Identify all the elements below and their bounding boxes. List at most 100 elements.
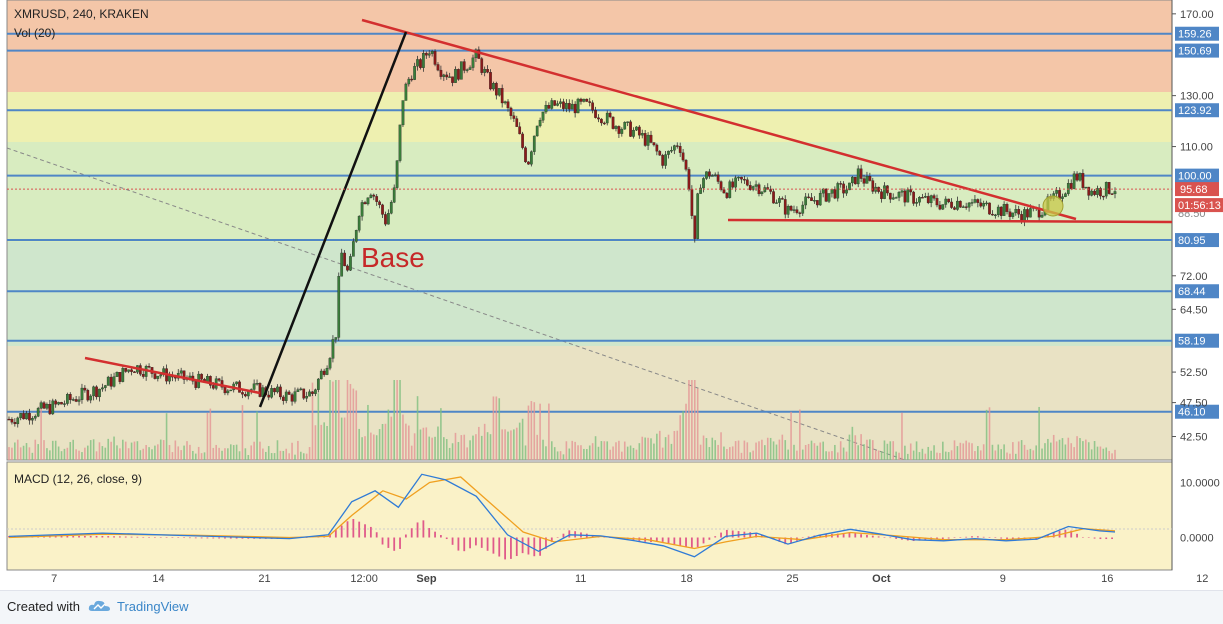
volume-bar [116, 445, 118, 460]
volume-bar [1096, 446, 1099, 460]
tradingview-link[interactable]: TradingView [117, 599, 189, 614]
candle-body [474, 49, 478, 59]
volume-bar [699, 444, 702, 460]
volume-bar [273, 453, 276, 460]
price-chart[interactable]: 159.26 150.69 123.92 100.00 80.95 68.44 58.19 4… [0, 0, 1223, 590]
volume-bar [950, 450, 953, 460]
volume-bar [1012, 442, 1014, 460]
volume-bar [209, 408, 212, 460]
volume-bar [907, 453, 909, 460]
candle-body [22, 413, 25, 420]
volume-bar [603, 441, 606, 460]
base-rally-line[interactable] [258, 31, 408, 408]
candle-body [792, 209, 796, 211]
candle-body [439, 69, 443, 77]
candle-body [734, 177, 737, 188]
macd-hist-bar [807, 536, 810, 538]
candle-body [51, 400, 55, 415]
volume-bar [661, 447, 664, 460]
candle-body [956, 200, 959, 210]
volume-bar [877, 450, 880, 460]
volume-bar [180, 450, 182, 460]
support-line[interactable] [727, 218, 1173, 224]
candle-body [80, 387, 84, 400]
candle-body [83, 387, 87, 391]
macd-hist-bar [78, 535, 80, 538]
volume-bar [542, 439, 544, 460]
candle-body [389, 202, 393, 214]
volume-bar [822, 441, 824, 460]
macd-hist-bar [562, 533, 565, 538]
volume-bar [1014, 453, 1017, 460]
candle-body [299, 388, 303, 391]
volume-bar [469, 440, 471, 460]
candle-body [448, 76, 451, 78]
candle-body [127, 369, 130, 372]
macd-hist-bar [428, 528, 431, 538]
candle-body [153, 373, 157, 379]
volume-bar [28, 447, 31, 460]
volume-bar [174, 440, 177, 460]
volume-bar [953, 440, 956, 460]
candle-body [1081, 173, 1085, 188]
volume-bar [597, 446, 600, 460]
volume-bar [136, 441, 139, 460]
level-tag-text: 46.10 [1178, 407, 1206, 419]
volume-bar [886, 443, 889, 460]
candle-body [795, 209, 799, 213]
volume-bar [580, 445, 582, 460]
macd-hist-bar [790, 537, 792, 544]
volume-bar [746, 442, 749, 460]
candle-body [255, 383, 259, 385]
candle-body [60, 402, 63, 405]
macd-hist-bar [136, 536, 139, 538]
macd-hist-bar [1006, 537, 1008, 540]
candle-body [422, 53, 425, 68]
volume-bar [122, 439, 124, 460]
volume-bar [1041, 448, 1043, 460]
volume-bar [1003, 444, 1005, 460]
macd-hist-bar [334, 529, 337, 538]
macd-hist-bar [375, 532, 378, 538]
volume-bar [472, 435, 474, 460]
volume-bar [854, 435, 857, 460]
macd-hist-bar [154, 537, 156, 538]
candle-body [372, 194, 376, 197]
macd-hist-bar [393, 537, 396, 551]
volume-bar [653, 443, 655, 460]
macd-hist-bar [504, 537, 506, 560]
macd-hist-bar [655, 537, 658, 542]
volume-bar [375, 435, 378, 460]
volume-bar [361, 437, 363, 460]
volume-bar [723, 446, 725, 460]
macd-hist-bar [971, 536, 973, 538]
volume-bar [912, 450, 915, 460]
macd-hist-bar [498, 537, 501, 557]
volume-bar [390, 416, 393, 460]
time-tick-label: Oct [872, 573, 891, 585]
volume-bar [924, 453, 927, 460]
candle-body [836, 183, 840, 199]
candle-body [573, 103, 577, 114]
volume-bar [839, 441, 842, 460]
zone-resistance-top [7, 0, 1172, 92]
macd-hist-bar [469, 537, 471, 549]
volume-bar [918, 452, 921, 460]
candle-body [276, 386, 279, 393]
volume-bar [203, 452, 206, 460]
candle-body [868, 176, 872, 181]
macd-hist-bar [866, 534, 868, 538]
macd-hist-bar [352, 518, 355, 538]
volume-bar [927, 446, 930, 460]
volume-bar [267, 446, 270, 460]
volume-bar [705, 438, 708, 460]
volume-bar [708, 447, 711, 460]
volume-bar [994, 450, 997, 460]
descending-trendline[interactable] [361, 18, 1077, 221]
early-downtrend-line[interactable] [84, 356, 261, 395]
volume-bar [997, 444, 1000, 460]
macd-hist-bar [871, 535, 874, 538]
volume-bar [979, 450, 982, 460]
volume-bar [644, 437, 646, 460]
candle-body [988, 202, 991, 215]
